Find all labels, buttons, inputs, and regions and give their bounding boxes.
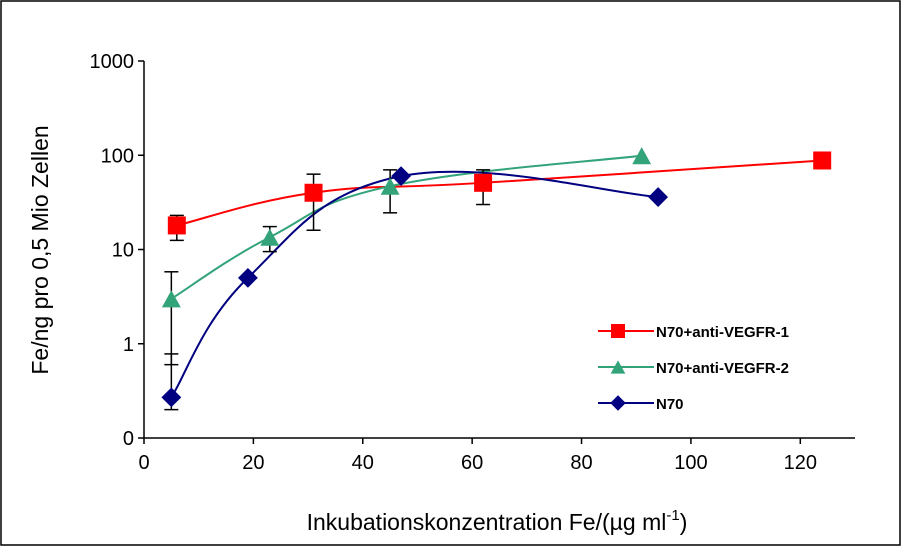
- series-curves: [170, 154, 823, 398]
- x-axis-title-main: Inkubationskonzentration Fe/(µg ml: [307, 509, 667, 535]
- x-tick-label: 0: [138, 452, 149, 474]
- y-axis-title: Fe/ng pro 0,5 Mio Zellen: [27, 125, 53, 374]
- y-axis-ticks: 0 1 10 100 1000: [90, 51, 144, 450]
- legend-label: N70+anti-VEGFR-1: [656, 324, 789, 341]
- data-point: [238, 267, 258, 288]
- y-tick-label: 1000: [90, 51, 135, 73]
- data-point: [161, 387, 182, 408]
- data-point: [474, 173, 493, 192]
- y-tick-label: 100: [101, 145, 134, 167]
- y-tick-label: 0: [123, 428, 134, 450]
- x-axis-ticks: 0 20 40 60 80 100 120: [138, 438, 817, 474]
- x-tick-label: 40: [352, 452, 374, 474]
- data-point: [304, 183, 323, 202]
- x-axis-title-suffix: ): [680, 509, 688, 535]
- y-tick-label: 1: [123, 334, 134, 356]
- series-line: [170, 154, 642, 300]
- series-markers: [161, 147, 832, 408]
- x-axis-title: Inkubationskonzentration Fe/(µg ml-1): [307, 507, 688, 535]
- data-point: [260, 228, 280, 246]
- x-tick-label: 100: [674, 452, 707, 474]
- legend: N70+anti-VEGFR-1 N70+anti-VEGFR-2 N70: [598, 324, 789, 413]
- data-point: [161, 290, 181, 308]
- legend-label: N70+anti-VEGFR-2: [656, 360, 789, 377]
- x-tick-label: 60: [461, 452, 483, 474]
- series-line: [176, 159, 823, 227]
- legend-marker: [611, 324, 625, 338]
- legend-marker: [610, 395, 626, 411]
- data-point: [648, 187, 669, 207]
- data-point: [391, 166, 411, 187]
- x-axis-title-superscript: -1: [666, 507, 679, 524]
- x-tick-label: 80: [570, 452, 592, 474]
- series-line: [170, 170, 659, 398]
- data-point: [380, 177, 400, 195]
- y-tick-label: 10: [112, 240, 134, 262]
- legend-marker: [610, 360, 626, 374]
- legend-label: N70: [656, 396, 684, 413]
- data-point: [167, 216, 186, 235]
- x-tick-label: 120: [784, 452, 817, 474]
- x-tick-label: 20: [242, 452, 264, 474]
- error-bars: [164, 169, 491, 411]
- data-point: [632, 147, 652, 165]
- data-point: [813, 151, 832, 170]
